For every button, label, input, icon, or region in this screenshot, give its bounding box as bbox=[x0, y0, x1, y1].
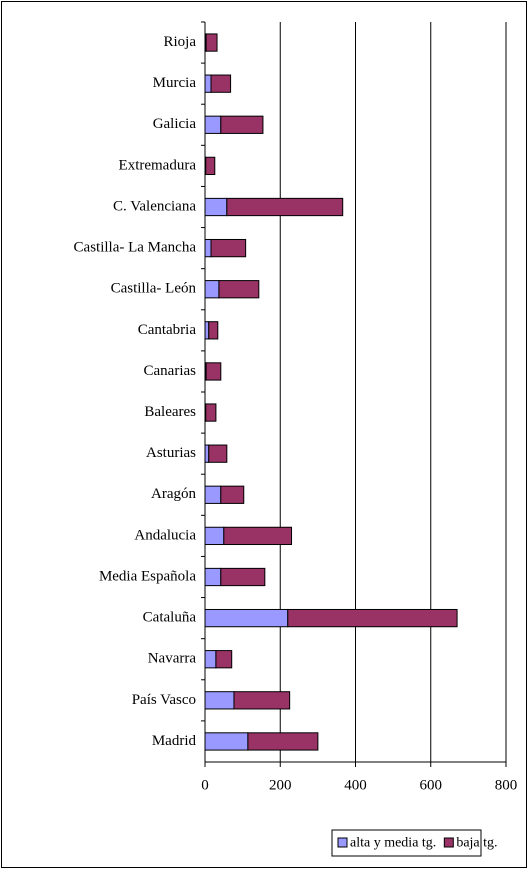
bar-segment bbox=[223, 526, 293, 546]
bar-segment bbox=[204, 74, 212, 93]
y-tick-label: Galicia bbox=[153, 116, 197, 132]
bar-segment bbox=[204, 444, 210, 463]
bar-segment bbox=[247, 732, 319, 751]
bar-segment bbox=[226, 197, 344, 217]
y-tick-label: Castilla- León bbox=[111, 281, 197, 297]
y-tick-label: Murcia bbox=[153, 75, 197, 91]
y-tick-label: Castilla- La Mancha bbox=[74, 240, 197, 256]
x-tick-label: 800 bbox=[495, 777, 518, 793]
bar-segment bbox=[287, 608, 458, 628]
x-tick-label: 600 bbox=[420, 777, 443, 793]
bar-segment bbox=[208, 321, 219, 340]
legend-label: baja tg. bbox=[456, 836, 497, 851]
y-tick-label: Rioja bbox=[164, 34, 197, 50]
bar-segment bbox=[220, 115, 264, 134]
y-tick-label: País Vasco bbox=[132, 692, 196, 708]
y-tick-label: Canarias bbox=[144, 363, 197, 379]
bar-segment bbox=[204, 321, 210, 340]
legend-label: alta y media tg. bbox=[350, 836, 436, 851]
y-tick-label: Madrid bbox=[152, 733, 197, 749]
bar-segment bbox=[210, 238, 247, 258]
legend-swatch bbox=[337, 837, 348, 848]
x-tick-label: 0 bbox=[201, 777, 209, 793]
bar-segment bbox=[204, 115, 222, 134]
y-tick-label: Baleares bbox=[144, 404, 196, 420]
bar-segment bbox=[205, 403, 217, 422]
bar-segment bbox=[215, 650, 233, 669]
x-tick-label: 400 bbox=[344, 777, 367, 793]
bar-segment bbox=[220, 485, 245, 504]
y-tick-label: C. Valenciana bbox=[113, 198, 196, 214]
y-tick-label: Asturias bbox=[146, 445, 196, 461]
bar-segment bbox=[204, 526, 225, 546]
y-tick-label: Aragón bbox=[151, 486, 196, 502]
bar-segment bbox=[204, 197, 228, 217]
bar-segment bbox=[210, 74, 232, 93]
bar-segment bbox=[205, 33, 218, 52]
bar-segment bbox=[204, 608, 289, 628]
legend-swatch bbox=[443, 837, 454, 848]
y-tick-label: Cantabria bbox=[138, 322, 197, 338]
y-tick-label: Extremadura bbox=[119, 157, 197, 173]
bar-segment bbox=[218, 280, 260, 299]
y-tick-label: Navarra bbox=[148, 651, 197, 667]
bar-segment bbox=[204, 485, 222, 504]
bar-segment bbox=[233, 691, 291, 710]
x-tick-label: 200 bbox=[269, 777, 292, 793]
y-tick-label: Media Española bbox=[99, 568, 196, 584]
legend-box bbox=[331, 829, 482, 857]
bar-segment bbox=[205, 362, 222, 381]
y-tick-label: Andalucia bbox=[134, 527, 196, 543]
bar-segment bbox=[204, 650, 217, 669]
bar-segment bbox=[204, 732, 249, 751]
bar-segment bbox=[208, 444, 228, 463]
bar-segment bbox=[204, 691, 235, 710]
bar-segment bbox=[205, 156, 216, 176]
bar-segment bbox=[204, 567, 222, 587]
y-tick-label: Cataluña bbox=[143, 610, 197, 626]
bar-segment bbox=[220, 567, 266, 587]
bar-segment bbox=[204, 238, 212, 258]
bar-segment bbox=[204, 280, 220, 299]
